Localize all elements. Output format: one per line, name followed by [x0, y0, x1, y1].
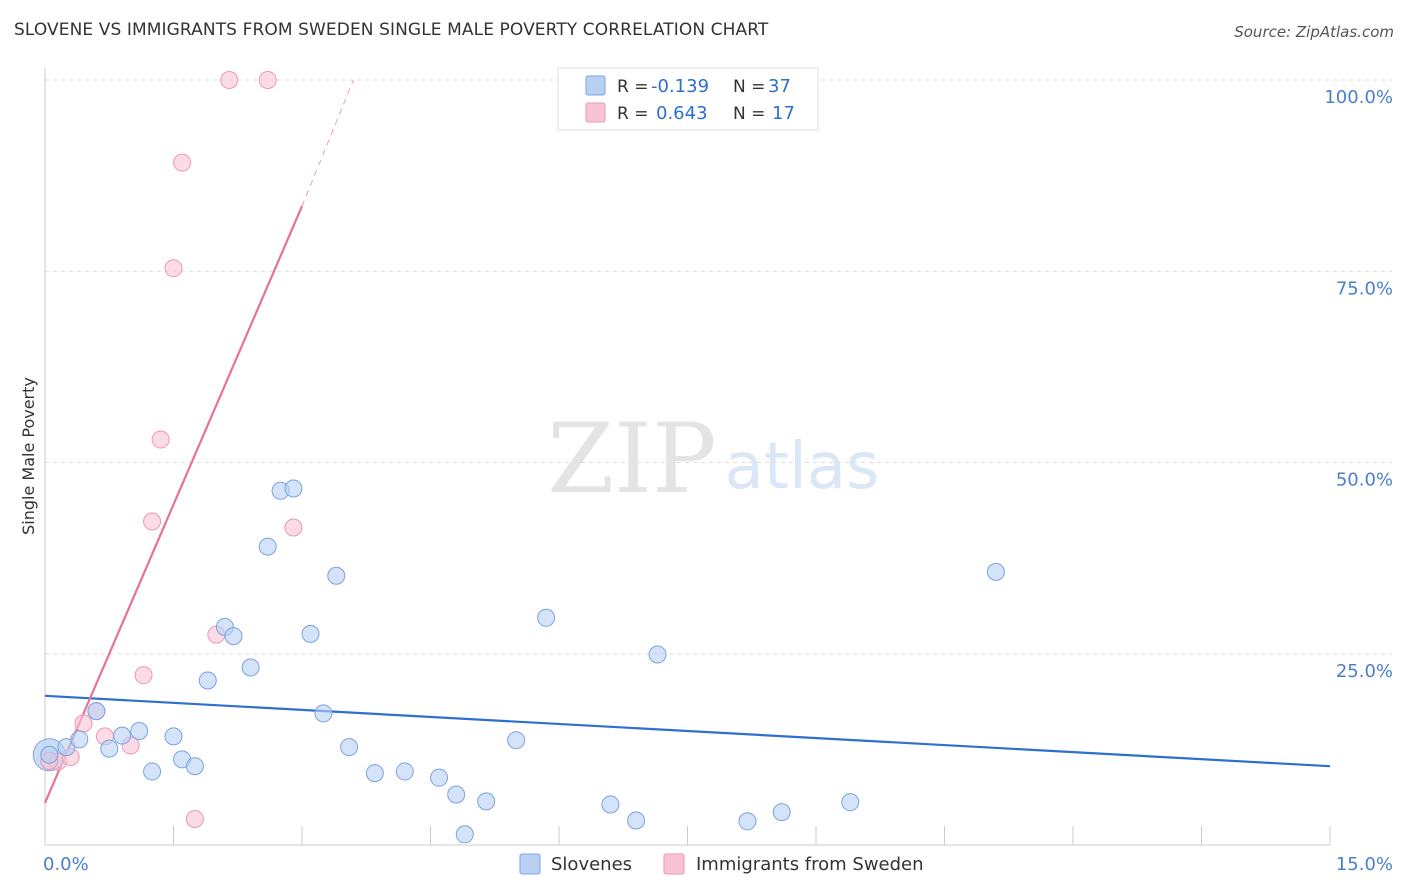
y-tick-label: 100.0%	[1324, 87, 1393, 108]
data-point-slovenes	[477, 792, 496, 811]
data-point-slovenes	[627, 811, 646, 830]
data-point-slovenes	[648, 645, 667, 664]
data-point-slovenes	[143, 762, 162, 781]
data-point-slovenes	[537, 608, 556, 627]
watermark-zip: ZIP	[547, 403, 716, 515]
data-point-slovenes	[455, 825, 474, 844]
data-point-slovenes	[284, 479, 303, 498]
data-point-slovenes	[100, 739, 119, 758]
legend-swatch-slovenes	[585, 75, 606, 96]
axes	[44, 68, 1331, 846]
data-point-slovenes	[772, 803, 791, 822]
data-point-sweden	[185, 809, 204, 828]
watermark: ZIP atlas	[547, 403, 879, 515]
data-points	[32, 71, 1005, 844]
x-tick-label: 15.0%	[1336, 854, 1393, 875]
data-point-slovenes	[601, 795, 620, 814]
y-tick-label: 50.0%	[1336, 470, 1393, 491]
data-point-slovenes	[70, 730, 89, 749]
data-point-slovenes	[164, 727, 183, 746]
y-tick-label: 75.0%	[1336, 278, 1393, 299]
data-point-slovenes	[841, 793, 860, 812]
y-tick-label: 25.0%	[1336, 661, 1393, 682]
legend-n-label: N =	[733, 77, 765, 97]
data-point-slovenes	[224, 627, 243, 646]
data-point-slovenes	[507, 731, 526, 750]
data-point-slovenes	[738, 812, 757, 831]
legend-r-label: R =	[617, 77, 648, 97]
y-axis-label: Single Male Poverty	[19, 377, 38, 535]
chart-title: SLOVENE VS IMMIGRANTS FROM SWEDEN SINGLE…	[14, 20, 769, 40]
x-tick-label: 0.0%	[43, 854, 89, 875]
trend-line-slovenes	[44, 694, 1331, 768]
data-point-slovenes	[87, 702, 106, 721]
legend-swatch-sweden	[585, 102, 606, 123]
data-point-slovenes	[340, 738, 359, 757]
legend-r-value: -0.139	[651, 76, 709, 97]
bottom-legend: Slovenes Immigrants from Sweden	[519, 853, 924, 875]
data-point-sweden	[173, 153, 192, 172]
gridlines	[45, 79, 1392, 655]
trend-line-sweden-extension	[301, 79, 354, 207]
data-point-slovenes	[314, 704, 333, 723]
data-point-sweden	[151, 430, 170, 449]
data-point-slovenes	[241, 658, 260, 677]
trend-line-sweden	[43, 205, 304, 804]
legend-r-value: 0.643	[656, 103, 708, 124]
data-point-slovenes	[40, 745, 59, 764]
correlation-legend: R = -0.139 N = 37 R = 0.643 N = 17	[557, 67, 819, 131]
data-point-sweden	[74, 714, 93, 733]
bottom-legend-label-sweden: Immigrants from Sweden	[696, 854, 924, 875]
data-point-slovenes	[113, 726, 132, 745]
data-point-sweden	[164, 259, 183, 278]
data-point-slovenes	[447, 785, 466, 804]
data-point-sweden	[134, 666, 153, 685]
legend-n-label: N =	[733, 104, 765, 124]
data-point-slovenes	[395, 762, 414, 781]
data-point-slovenes	[130, 722, 149, 741]
bottom-legend-swatch-slovenes	[519, 853, 541, 875]
data-point-slovenes	[258, 537, 277, 556]
data-point-slovenes	[365, 764, 384, 783]
y-tick-labels: 25.0% 50.0% 75.0% 100.0%	[1324, 87, 1393, 682]
legend-n-value: 37	[768, 76, 791, 97]
data-point-slovenes	[301, 624, 320, 643]
data-point-sweden	[258, 71, 277, 89]
data-point-sweden	[284, 518, 303, 537]
x-tick-labels: 0.0% 15.0%	[43, 854, 1393, 875]
data-point-sweden	[143, 512, 162, 531]
bottom-legend-label-slovenes: Slovenes	[551, 854, 632, 875]
data-point-slovenes	[327, 566, 346, 585]
bottom-legend-swatch-sweden	[663, 853, 685, 875]
data-point-slovenes	[185, 757, 204, 776]
data-point-sweden	[220, 71, 239, 89]
source-label: Source: ZipAtlas.com	[1234, 23, 1394, 41]
watermark-atlas: atlas	[725, 430, 880, 504]
legend-r-label: R =	[617, 104, 648, 124]
data-point-slovenes	[198, 671, 217, 690]
trend-lines	[43, 79, 1331, 804]
data-point-slovenes	[430, 768, 449, 787]
data-point-slovenes	[986, 562, 1005, 581]
legend-n-value: 17	[772, 103, 795, 124]
